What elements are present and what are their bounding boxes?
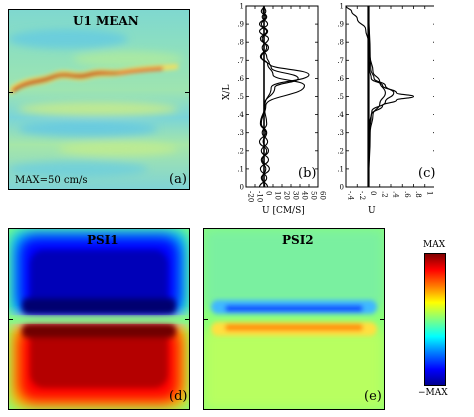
- panel-label-a: (a): [169, 172, 187, 187]
- y-tick-label: .6: [337, 75, 344, 83]
- x-tick-label: 10: [274, 191, 282, 200]
- x-tick-label: .8: [414, 191, 422, 198]
- colorbar-min-label: −MAX: [418, 388, 448, 398]
- y-tick-label: .9: [237, 21, 244, 29]
- tick-mark: [9, 319, 13, 320]
- tick-mark: [380, 319, 384, 320]
- tick-mark: [204, 319, 208, 320]
- x-tick-label: -.2: [358, 191, 366, 200]
- panel-label-d: (d): [169, 389, 188, 404]
- x-tick-label: 50: [310, 191, 318, 200]
- y-tick-label: .9: [337, 21, 344, 29]
- xlabel-c: U: [368, 206, 376, 216]
- y-tick-label: .2: [337, 147, 344, 155]
- profile-chart-b: -20 -10 0 10 20 30 40 50 600.1.2.3.4.5.6.7.8.91: [237, 3, 327, 203]
- profile-line-1: [258, 5, 310, 188]
- y-tick-label: .3: [237, 129, 244, 137]
- x-tick-label: -20: [247, 191, 255, 202]
- psi1-title: PSI1: [87, 233, 119, 247]
- x-tick-label: 40: [301, 191, 309, 200]
- panel-label-b: (b): [298, 166, 317, 181]
- y-tick-label: 0: [340, 184, 344, 192]
- x-tick-label: 60: [319, 191, 327, 200]
- colorbar: [424, 253, 446, 386]
- y-tick-label: .5: [337, 93, 344, 101]
- u1-mean-title: U1 MEAN: [73, 14, 139, 28]
- profile-line-3: [259, 5, 306, 188]
- y-tick-label: .7: [237, 57, 244, 65]
- y-tick-label: 1: [240, 3, 244, 11]
- x-tick-label: .4: [392, 191, 400, 198]
- x-tick-label: .2: [380, 191, 388, 198]
- y-tick-label: .1: [337, 165, 344, 173]
- psi1-heatmap: [9, 229, 189, 409]
- x-tick-label: -10: [256, 191, 264, 202]
- psi2-heatmap: [204, 229, 384, 409]
- u1-mean-heatmap: [9, 10, 189, 189]
- panel-label-e: (e): [364, 389, 382, 404]
- y-tick-label: .4: [237, 111, 244, 119]
- tick-mark: [9, 92, 13, 93]
- max-annotation: MAX=50 cm/s: [15, 175, 88, 186]
- y-tick-label: .6: [237, 75, 244, 83]
- y-tick-label: .2: [237, 147, 244, 155]
- y-tick-label: .7: [337, 57, 344, 65]
- plot-frame: [345, 5, 434, 188]
- xlabel-b: U [CM/S]: [262, 206, 305, 216]
- x-tick-label: 30: [292, 191, 300, 200]
- tick-mark: [185, 92, 189, 93]
- profile-line-2: [367, 5, 395, 188]
- ylabel-b: X/L: [222, 84, 232, 100]
- y-tick-label: .1: [237, 165, 244, 173]
- x-tick-label: -.4: [347, 191, 355, 201]
- x-tick-label: .6: [403, 191, 411, 198]
- x-tick-label: 0: [265, 191, 273, 195]
- y-tick-label: .8: [337, 39, 344, 47]
- x-tick-label: 20: [283, 191, 291, 200]
- psi2-title: PSI2: [282, 233, 314, 247]
- y-tick-label: .4: [337, 111, 344, 119]
- u1-mean-panel: U1 MEAN MAX=50 cm/s (a): [8, 9, 190, 190]
- profile-line-2: [258, 5, 299, 188]
- y-tick-label: .8: [237, 39, 244, 47]
- y-tick-label: 1: [340, 3, 344, 11]
- psi1-panel: PSI1 (d): [8, 228, 190, 410]
- psi2-panel: PSI2 (e): [203, 228, 385, 410]
- panel-label-c: (c): [418, 166, 436, 181]
- colorbar-max-label: MAX: [423, 240, 446, 250]
- y-tick-label: 0: [240, 184, 244, 192]
- y-tick-label: .5: [237, 93, 244, 101]
- profile-line-4: [345, 5, 370, 43]
- tick-mark: [185, 319, 189, 320]
- x-tick-label: 0: [369, 191, 377, 195]
- profile-chart-c: -.4-.20.2.4.6.811.20.1.2.3.4.5.6.7.8.91: [337, 3, 434, 201]
- profile-line-3: [367, 5, 386, 188]
- x-tick-label: 1: [425, 191, 433, 195]
- y-tick-label: .3: [337, 129, 344, 137]
